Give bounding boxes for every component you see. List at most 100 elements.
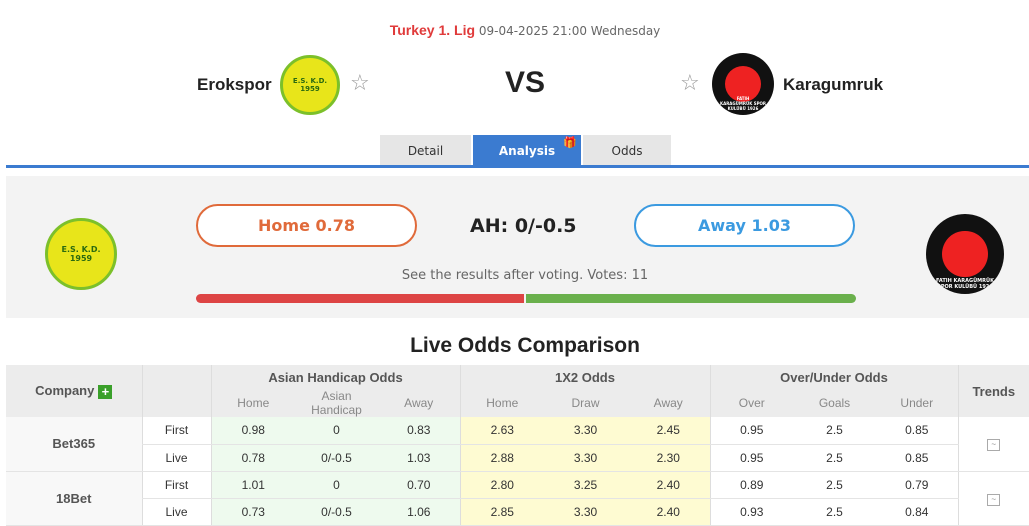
odds-value: 2.5 — [793, 471, 876, 499]
subheader-under: Under — [876, 389, 958, 417]
table-row: Bet365 First 0.98 0 0.83 2.63 3.30 2.45 0.95 2.5 0… — [6, 417, 1029, 472]
odds-value: 0.93 — [709, 498, 793, 526]
subheader-goals: Goals — [793, 389, 876, 417]
away-logo-large: FATIH KARAGÜMRÜK SPOR KULÜBÜ 1926 — [926, 214, 1004, 294]
odds-value: 0.73 — [210, 498, 295, 526]
subheader-home: Home — [210, 389, 295, 417]
odds-value: 3.25 — [544, 471, 627, 499]
odds-value: 2.5 — [793, 444, 876, 472]
subheader-asian-handicap: Asian Handicap — [295, 389, 378, 417]
odds-value: 3.30 — [544, 444, 627, 472]
vote-bar-away — [526, 294, 856, 303]
odds-value: 0 — [295, 471, 378, 499]
vote-count-text: See the results after voting. Votes: 11 — [401, 268, 649, 283]
company-header: Company + — [6, 365, 142, 417]
odds-value: 0.98 — [210, 417, 295, 445]
odds-table-body: Bet365 First 0.98 0 0.83 2.63 3.30 2.45 0.95 2.5 0… — [6, 417, 1029, 526]
odds-value: 2.80 — [459, 471, 544, 499]
odds-type: Live — [141, 498, 211, 526]
odds-value: 3.30 — [544, 417, 627, 445]
table-row: Live 0.73 0/-0.5 1.06 2.85 3.30 2.40 0.93 2.5 0.8… — [6, 498, 1029, 526]
favorite-away-star-icon[interactable]: ☆ — [680, 71, 700, 96]
gift-icon: 🎁 — [563, 136, 577, 149]
odds-value: 0.70 — [378, 471, 460, 499]
type-header — [141, 365, 211, 417]
match-datetime: 09-04-2025 21:00 Wednesday — [478, 24, 661, 38]
away-logo-text: FATIH KARAGÜMRÜK SPOR KULÜBÜ 1926 — [720, 96, 766, 111]
ah-line: AH: 0/-0.5 — [470, 215, 577, 237]
1x2-header: 1X2 Odds — [459, 365, 710, 389]
odds-value: 2.5 — [793, 498, 876, 526]
odds-value: 1.01 — [210, 471, 295, 499]
home-team-logo: E.S. K.D. 1959 — [280, 55, 340, 115]
odds-value: 0.85 — [876, 417, 958, 445]
vote-bar-home — [196, 294, 524, 303]
odds-value: 1.03 — [378, 444, 460, 472]
vs-label: VS — [505, 66, 546, 99]
odds-value: 0/-0.5 — [295, 498, 378, 526]
subheader-over: Over — [709, 389, 793, 417]
ou-header: Over/Under Odds — [709, 365, 958, 389]
odds-value: 2.5 — [793, 417, 876, 445]
odds-value: 2.40 — [627, 471, 710, 499]
odds-value: 0.85 — [876, 444, 958, 472]
match-info: Turkey 1. Lig 09-04-2025 21:00 Wednesday — [0, 22, 1029, 38]
subheader-away: Away — [627, 389, 710, 417]
away-logo-large-emblem — [942, 230, 988, 278]
add-company-icon[interactable]: + — [98, 384, 113, 399]
odds-type: First — [141, 471, 211, 499]
odds-type: Live — [141, 444, 211, 472]
odds-value: 2.40 — [627, 498, 710, 526]
odds-value: 0.79 — [876, 471, 958, 499]
trend-chart-icon[interactable]: ~ — [987, 493, 1001, 506]
home-logo-large: E.S. K.D. 1959 — [45, 218, 117, 290]
home-logo-large-text: E.S. K.D. 1959 — [61, 245, 101, 263]
subheader-draw: Draw — [544, 389, 627, 417]
company-header-label: Company — [35, 383, 95, 399]
odds-value: 0.89 — [709, 471, 793, 499]
league-name[interactable]: Turkey 1. Lig — [389, 22, 476, 38]
trend-chart-icon[interactable]: ~ — [987, 439, 1001, 452]
subheader-away: Away — [378, 389, 460, 417]
home-team-name[interactable]: Erokspor — [197, 75, 272, 94]
odds-value: 0.78 — [210, 444, 295, 472]
away-team-name[interactable]: Karagumruk — [783, 75, 884, 94]
tab-detail[interactable]: Detail — [380, 135, 471, 166]
odds-value: 0.95 — [709, 417, 793, 445]
company-name[interactable]: 18Bet — [6, 471, 142, 526]
odds-type: First — [141, 417, 211, 445]
odds-value: 0/-0.5 — [295, 444, 378, 472]
trends-header: Trends — [957, 365, 1029, 417]
subheader-row: Home Asian Handicap Away Home Draw Away Over Go… — [6, 389, 1029, 417]
odds-value: 3.30 — [544, 498, 627, 526]
subheader-home: Home — [459, 389, 544, 417]
trends-cell[interactable]: ~ — [957, 417, 1029, 472]
odds-value: 1.06 — [378, 498, 460, 526]
tab-analysis[interactable]: Analysis 🎁 — [473, 135, 581, 166]
table-row: 18Bet First 1.01 0 0.70 2.80 3.25 2.40 0.89 2.5 0.… — [6, 471, 1029, 526]
company-name[interactable]: Bet365 — [6, 417, 142, 472]
home-logo-text: E.S. K.D. 1959 — [292, 77, 328, 93]
vote-away-button[interactable]: Away 1.03 — [634, 204, 855, 247]
tab-odds[interactable]: Odds — [583, 135, 671, 166]
odds-value: 2.30 — [627, 444, 710, 472]
table-row: Live 0.78 0/-0.5 1.03 2.88 3.30 2.30 0.95 2.5 0.8… — [6, 444, 1029, 472]
trends-cell[interactable]: ~ — [957, 471, 1029, 526]
away-logo-large-text: FATIH KARAGÜMRÜK SPOR KULÜBÜ 1926 — [936, 278, 994, 290]
away-team-logo: FATIH KARAGÜMRÜK SPOR KULÜBÜ 1926 — [712, 53, 774, 115]
favorite-home-star-icon[interactable]: ☆ — [350, 71, 370, 96]
odds-value: 2.45 — [627, 417, 710, 445]
vote-home-button[interactable]: Home 0.78 — [196, 204, 417, 247]
odds-value: 0 — [295, 417, 378, 445]
odds-table: Company + Asian Handicap Odds 1X2 Odds Ov… — [6, 365, 1029, 526]
odds-value: 2.85 — [459, 498, 544, 526]
odds-value: 0.84 — [876, 498, 958, 526]
odds-value: 2.88 — [459, 444, 544, 472]
ah-header: Asian Handicap Odds — [210, 365, 460, 389]
odds-section-title: Live Odds Comparison — [410, 334, 640, 357]
odds-value: 2.63 — [459, 417, 544, 445]
away-logo-emblem — [725, 66, 761, 102]
tab-analysis-label: Analysis — [498, 143, 556, 158]
tab-underline — [6, 165, 1029, 168]
odds-value: 0.83 — [378, 417, 460, 445]
